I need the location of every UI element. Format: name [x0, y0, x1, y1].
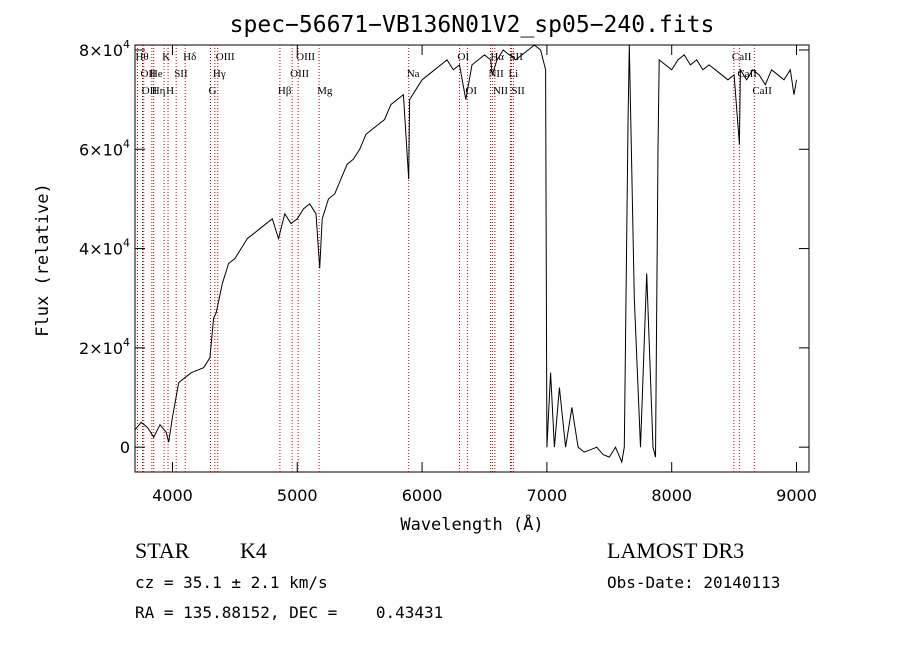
line-marker-label-2: OII [142, 85, 158, 97]
y-tick-exponent-1: 4 [123, 336, 130, 349]
line-marker-label-0: Hθ [135, 51, 148, 63]
line-marker-label-12: Hβ [278, 85, 292, 97]
x-axis-label: Wavelength (Å) [400, 513, 543, 535]
y-tick-mantissa-1: 2×10 [79, 339, 123, 358]
line-marker-label-8: Hδ [183, 51, 196, 63]
line-marker-label-20: Hα [490, 51, 504, 63]
chart-title: spec−56671−VB136N01V2_sp05−240.fits [230, 12, 715, 38]
x-axis-ticks: 4000 5000 6000 7000 8000 9000 [152, 45, 817, 505]
line-marker-label-27: CaII [752, 85, 772, 97]
emission-line-labels: HθOIIOIIHeHηKHSIIHδGHγOIIIHβOIIIOIIIMgNa… [135, 51, 772, 97]
line-marker-label-19: NII [488, 68, 504, 80]
line-marker-label-23: SII [509, 51, 523, 63]
y-tick-exponent-3: 4 [123, 137, 130, 150]
obs-date: Obs-Date: 20140113 [607, 573, 781, 592]
emission-line-markers [136, 45, 755, 472]
y-tick-label-3: 6×104 [79, 137, 130, 159]
line-marker-label-16: Na [407, 68, 420, 80]
x-tick-label-1: 5000 [277, 486, 318, 505]
y-tick-exponent-4: 4 [123, 38, 130, 51]
line-marker-label-3: He [150, 68, 163, 80]
line-marker-label-25: CaII [732, 51, 752, 63]
line-marker-label-6: H [166, 85, 174, 97]
y-tick-mantissa-3: 6×10 [79, 140, 123, 159]
y-tick-mantissa-2: 4×10 [79, 240, 123, 259]
y-tick-label-0: 0 [120, 438, 130, 457]
line-marker-label-24: SII [511, 85, 525, 97]
line-marker-label-21: NII [493, 85, 509, 97]
y-tick-label-4: 8×104 [79, 38, 130, 60]
subclass-label: K4 [240, 538, 267, 563]
line-marker-label-4: Hη [152, 85, 166, 97]
class-label: STAR [135, 538, 190, 563]
line-marker-label-22: Li [508, 68, 518, 80]
line-marker-label-9: G [209, 85, 217, 97]
line-marker-label-5: K [162, 51, 170, 63]
y-tick-mantissa-0: 0 [120, 438, 130, 457]
line-marker-label-10: Hγ [213, 68, 226, 80]
plot-frame [134, 44, 810, 473]
y-tick-label-2: 4×104 [79, 237, 130, 259]
spectrum-series-line [134, 44, 797, 464]
y-tick-mantissa-4: 8×10 [79, 41, 123, 60]
line-marker-label-13: OIII [290, 68, 309, 80]
line-marker-label-18: OI [465, 85, 477, 97]
line-marker-label-11: OIII [216, 51, 235, 63]
y-axis-label: Flux (relative) [33, 183, 53, 337]
line-marker-label-15: Mg [317, 85, 333, 97]
y-tick-exponent-2: 4 [123, 237, 130, 250]
line-marker-label-17: OI [458, 51, 470, 63]
ra-dec-coordinates: RA = 135.88152, DEC = 0.43431 [135, 603, 444, 622]
x-tick-label-0: 4000 [152, 486, 193, 505]
x-tick-label-5: 9000 [776, 486, 817, 505]
line-marker-label-1: OII [140, 68, 156, 80]
line-marker-label-14: OIII [296, 51, 315, 63]
x-tick-label-4: 8000 [651, 486, 692, 505]
redshift-cz: cz = 35.1 ± 2.1 km/s [135, 573, 328, 592]
y-tick-label-1: 2×104 [79, 336, 130, 358]
x-tick-label-2: 6000 [402, 486, 443, 505]
survey-label: LAMOST DR3 [607, 538, 745, 563]
line-marker-label-7: SII [174, 68, 188, 80]
x-tick-label-3: 7000 [527, 486, 568, 505]
